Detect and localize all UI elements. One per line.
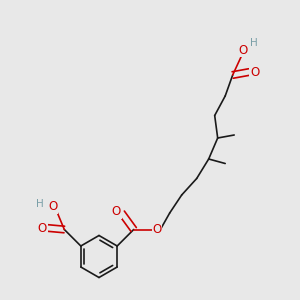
Text: O: O [49,200,58,213]
Text: O: O [238,44,248,57]
Text: O: O [152,223,161,236]
Text: O: O [250,65,259,79]
Text: O: O [38,221,47,235]
Text: O: O [112,205,121,218]
Text: H: H [250,38,258,49]
Text: H: H [36,199,44,209]
